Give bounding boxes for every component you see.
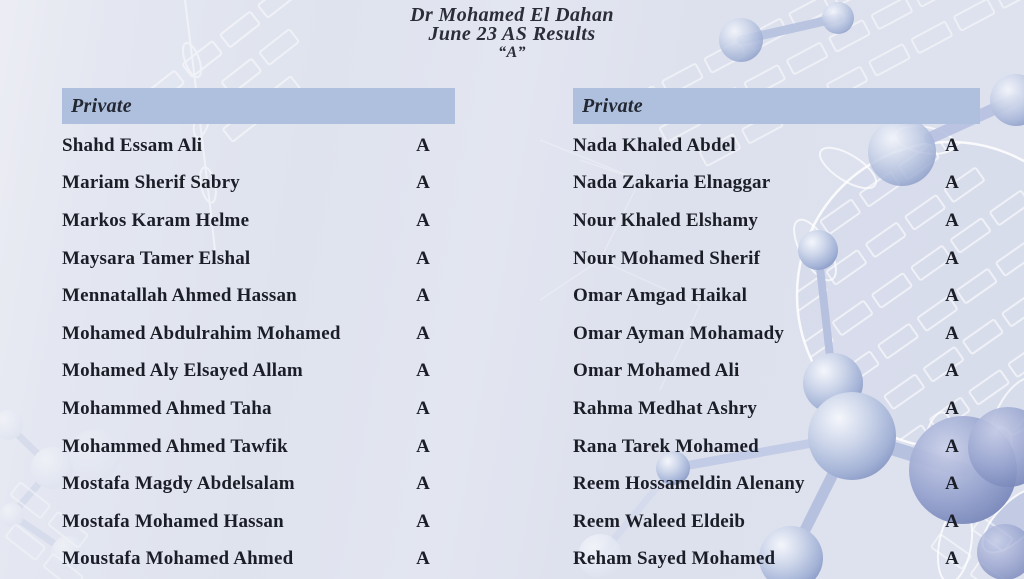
result-row: Mohamed Aly Elsayed Allam A [62,353,455,391]
grade-value: A [945,134,959,156]
student-name: Mennatallah Ahmed Hassan [62,285,297,307]
student-name: Moustafa Mohamed Ahmed [62,548,294,570]
result-row: Mohammed Ahmed Tawfik A [62,428,455,466]
grade-value: A [416,510,430,532]
student-name: Rana Tarek Mohamed [573,435,759,457]
result-row: Nada Khaled Abdel A [573,127,980,165]
grade-value: A [416,134,430,156]
student-name: Mostafa Mohamed Hassan [62,510,284,532]
molecule-bottom-left-icon [0,410,121,579]
grade-value: A [416,285,430,307]
grade-value: A [416,548,430,570]
result-row: Shahd Essam Ali A [62,127,455,165]
result-row: Markos Karam Helme A [62,202,455,240]
student-name: Omar Amgad Haikal [573,285,748,307]
grade-value: A [416,397,430,419]
result-row: Mostafa Mohamed Hassan A [62,503,455,541]
student-name: Nour Khaled Elshamy [573,209,759,231]
grade-value: A [945,473,959,495]
molecule-top-right-icon [719,2,1024,186]
result-row: Omar Amgad Haikal A [573,277,980,315]
student-name: Mariam Sherif Sabry [62,172,240,194]
grade-value: A [945,360,959,382]
molecule-right-chain-icon [578,230,1024,579]
result-row: Mohammed Ahmed Taha A [62,390,455,428]
title-line-1: Dr Mohamed El Dahan [410,4,614,26]
result-row: Maysara Tamer Elshal A [62,240,455,278]
result-row: Nour Mohamed Sherif A [573,240,980,278]
result-row: Reham Sayed Mohamed A [573,541,980,579]
title-line-2: June 23 AS Results [428,23,596,45]
student-name: Reham Sayed Mohamed [573,548,776,570]
student-name: Maysara Tamer Elshal [62,247,251,269]
grade-value: A [416,360,430,382]
result-row: Moustafa Mohamed Ahmed A [62,541,455,579]
grade-value: A [945,172,959,194]
grade-value: A [945,209,959,231]
rows-container-right: Nada Khaled Abdel A Nada Zakaria Elnagga… [573,127,980,578]
result-row: Reem Waleed Eldeib A [573,503,980,541]
student-name: Rahma Medhat Ashry [573,397,758,419]
student-name: Shahd Essam Ali [62,134,203,156]
result-row: Rana Tarek Mohamed A [573,428,980,466]
result-row: Mohamed Abdulrahim Mohamed A [62,315,455,353]
student-name: Mohamed Abdulrahim Mohamed [62,322,341,344]
student-name: Omar Mohamed Ali [573,360,740,382]
result-row: Omar Mohamed Ali A [573,353,980,391]
result-row: Nada Zakaria Elnaggar A [573,165,980,203]
student-name: Omar Ayman Mohamady [573,322,785,344]
result-row: Mariam Sherif Sabry A [62,165,455,203]
faint-web-lines-icon [539,139,702,391]
grade-value: A [416,172,430,194]
rows-container-left: Shahd Essam Ali A Mariam Sherif Sabry A … [62,127,455,578]
result-row: Mennatallah Ahmed Hassan A [62,277,455,315]
grade-value: A [416,322,430,344]
result-row: Omar Ayman Mohamady A [573,315,980,353]
result-row: Rahma Medhat Ashry A [573,390,980,428]
grade-value: A [416,435,430,457]
grade-value: A [945,285,959,307]
grade-value: A [945,510,959,532]
result-row: Reem Hossameldin Alenany A [573,465,980,503]
student-name: Mohamed Aly Elsayed Allam [62,360,303,382]
title-line-3: “A” [498,44,526,61]
grade-value: A [945,247,959,269]
page-title: Dr Mohamed El Dahan June 23 AS Results “… [0,4,1024,61]
student-name: Mohammed Ahmed Tawfik [62,435,288,457]
grade-value: A [416,473,430,495]
grade-value: A [945,435,959,457]
results-column-left: Private Shahd Essam Ali A Mariam Sherif … [62,88,455,578]
result-row: Mostafa Magdy Abdelsalam A [62,465,455,503]
column-header-private-left: Private [62,88,455,124]
student-name: Nada Khaled Abdel [573,134,736,156]
grade-value: A [945,548,959,570]
student-name: Reem Waleed Eldeib [573,510,746,532]
grade-value: A [416,209,430,231]
grade-value: A [416,247,430,269]
grade-value: A [945,397,959,419]
column-header-private-right: Private [573,88,980,124]
student-name: Markos Karam Helme [62,209,250,231]
student-name: Nour Mohamed Sherif [573,247,761,269]
grade-value: A [945,322,959,344]
result-row: Nour Khaled Elshamy A [573,202,980,240]
student-name: Reem Hossameldin Alenany [573,473,805,495]
student-name: Mostafa Magdy Abdelsalam [62,473,295,495]
results-column-right: Private Nada Khaled Abdel A Nada Zakaria… [573,88,980,578]
student-name: Mohammed Ahmed Taha [62,397,272,419]
student-name: Nada Zakaria Elnaggar [573,172,771,194]
